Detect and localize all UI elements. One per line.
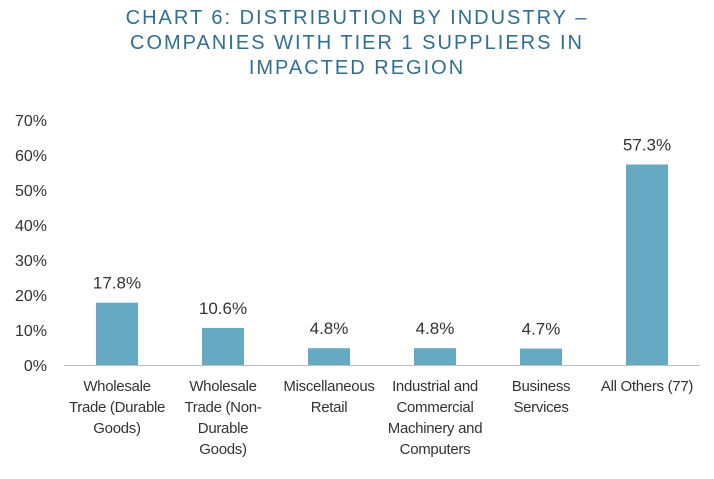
bar — [96, 302, 138, 365]
y-tick-label: 40% — [15, 218, 47, 235]
x-category-label-line: Miscellaneous — [283, 378, 375, 395]
y-tick-label: 20% — [15, 288, 47, 305]
x-category-label-line: Goods) — [93, 420, 141, 437]
data-label: 10.6% — [199, 299, 247, 318]
chart-title-line-1: CHART 6: DISTRIBUTION BY INDUSTRY – — [125, 7, 589, 29]
data-label: 4.8% — [310, 319, 349, 338]
chart-title-line-3: IMPACTED REGION — [248, 57, 466, 79]
x-category-label: All Others (77) — [591, 376, 703, 397]
bar — [308, 348, 350, 365]
data-label: 57.3% — [623, 135, 671, 154]
data-label: 4.7% — [522, 320, 561, 339]
x-category-label-line: Computers — [399, 441, 471, 458]
x-category-label-line: All Others (77) — [600, 378, 694, 395]
x-category-label: Wholesale Trade (Non- Durable Goods) — [167, 376, 279, 460]
x-category-label-line: Industrial and — [392, 378, 478, 395]
x-category-label-line: Wholesale — [83, 378, 151, 395]
x-category-label-line: Trade (Durable — [68, 399, 166, 416]
bar — [626, 164, 668, 365]
chart-title-line-2: COMPANIES WITH TIER 1 SUPPLIERS IN — [130, 32, 584, 54]
bar — [414, 348, 456, 365]
x-category-label-line: Retail — [310, 399, 348, 416]
x-category-label: Industrial and Commercial Machinery and Com… — [379, 376, 491, 460]
x-category-label-line: Durable — [197, 420, 249, 437]
x-category-label-line: Services — [513, 399, 569, 416]
y-tick-label: 10% — [15, 323, 47, 340]
x-category-label-line: Trade (Non- — [184, 399, 262, 416]
x-category-label-line: Wholesale — [189, 378, 257, 395]
bar — [202, 327, 244, 365]
x-category-label-line: Commercial — [396, 399, 474, 416]
chart-title: CHART 6: DISTRIBUTION BY INDUSTRY – COMP… — [0, 6, 714, 81]
x-category-label-line: Machinery and — [387, 420, 483, 437]
y-tick-label: 0% — [24, 358, 47, 375]
x-category-label-line: Goods) — [199, 441, 247, 458]
x-category-label: Miscellaneous Retail — [273, 376, 385, 418]
data-label: 4.8% — [416, 319, 455, 338]
x-category-label-line: Business — [511, 378, 571, 395]
y-tick-label: 60% — [15, 148, 47, 165]
x-category-label: Business Services — [485, 376, 597, 418]
y-tick-label: 50% — [15, 183, 47, 200]
y-tick-label: 30% — [15, 253, 47, 270]
y-tick-label: 70% — [15, 113, 47, 130]
data-label: 17.8% — [93, 274, 141, 293]
x-category-label: Wholesale Trade (Durable Goods) — [61, 376, 173, 439]
bar — [520, 348, 562, 365]
